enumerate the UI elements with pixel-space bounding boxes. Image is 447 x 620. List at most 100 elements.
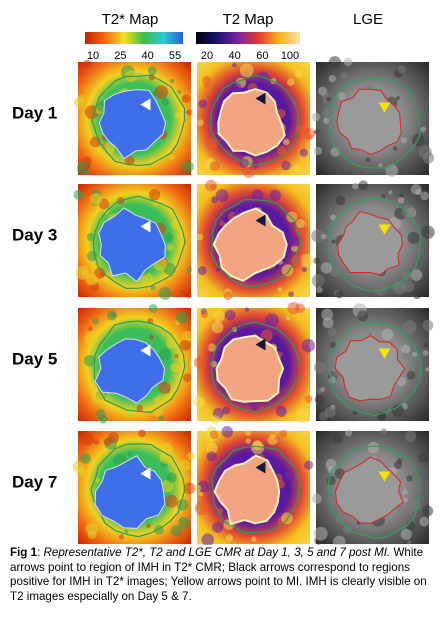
texture xyxy=(406,475,413,482)
texture xyxy=(380,428,387,435)
row-label: Day 1 xyxy=(12,103,57,122)
texture xyxy=(295,218,306,229)
texture xyxy=(205,442,218,455)
texture xyxy=(181,94,191,103)
texture xyxy=(186,451,195,460)
texture xyxy=(194,501,209,516)
texture xyxy=(286,316,291,321)
texture xyxy=(314,361,327,374)
texture xyxy=(206,451,217,462)
texture xyxy=(287,78,295,86)
texture xyxy=(288,291,295,298)
texture xyxy=(209,430,219,440)
texture xyxy=(409,499,422,512)
myocardium-ring xyxy=(210,198,302,288)
arrow xyxy=(378,471,391,482)
texture xyxy=(154,397,160,403)
texture xyxy=(83,354,96,367)
texture xyxy=(164,494,178,508)
texture xyxy=(381,193,386,199)
column-title: T2 Map xyxy=(223,11,274,28)
texture xyxy=(335,514,346,524)
texture xyxy=(422,319,434,331)
texture xyxy=(265,313,279,328)
blood-pool xyxy=(94,338,166,404)
texture xyxy=(211,321,224,334)
texture xyxy=(204,83,210,89)
texture xyxy=(102,142,115,155)
image-panel xyxy=(194,426,314,545)
epicardial-contour xyxy=(328,77,421,169)
texture xyxy=(196,233,204,241)
epicardial-contour xyxy=(328,445,421,539)
blood-pool xyxy=(217,88,286,157)
texture xyxy=(313,146,323,155)
texture xyxy=(203,344,210,350)
texture xyxy=(201,533,215,545)
texture xyxy=(242,199,252,208)
texture xyxy=(159,348,172,361)
texture xyxy=(210,183,217,191)
texture xyxy=(158,286,172,300)
texture xyxy=(311,493,322,504)
arrow xyxy=(140,220,151,233)
texture xyxy=(232,62,237,68)
texture xyxy=(393,460,403,470)
texture xyxy=(410,269,423,282)
texture xyxy=(224,309,236,321)
texture xyxy=(266,434,271,439)
texture xyxy=(215,189,229,202)
texture xyxy=(320,262,332,274)
texture xyxy=(422,505,434,517)
texture xyxy=(401,344,411,354)
texture xyxy=(412,290,422,300)
texture xyxy=(401,280,414,293)
texture xyxy=(279,429,288,438)
texture xyxy=(166,243,174,251)
texture xyxy=(323,117,330,124)
texture xyxy=(138,429,146,438)
texture xyxy=(251,536,257,542)
texture xyxy=(147,66,157,76)
texture xyxy=(98,414,108,424)
texture xyxy=(177,89,182,95)
texture xyxy=(358,180,369,191)
caption-label: Fig 1 xyxy=(10,546,38,559)
texture xyxy=(174,112,182,119)
epicardial-contour xyxy=(328,196,422,292)
texture xyxy=(242,164,256,178)
texture xyxy=(274,435,280,441)
texture xyxy=(221,426,234,438)
texture xyxy=(148,334,154,340)
texture xyxy=(230,82,242,94)
myocardium-ring xyxy=(93,320,186,414)
texture xyxy=(401,204,416,219)
texture xyxy=(352,410,358,416)
column-title: T2* Map xyxy=(102,11,159,28)
texture xyxy=(166,472,177,483)
texture xyxy=(403,320,417,334)
texture xyxy=(294,69,303,78)
texture xyxy=(238,411,243,416)
texture xyxy=(174,353,179,359)
texture xyxy=(421,225,435,240)
texture xyxy=(328,74,336,83)
texture xyxy=(196,119,204,127)
texture xyxy=(182,373,192,383)
texture xyxy=(84,331,99,346)
texture xyxy=(413,486,419,492)
texture xyxy=(205,138,218,151)
texture xyxy=(194,484,202,492)
texture xyxy=(83,163,91,170)
texture xyxy=(260,329,273,342)
texture xyxy=(328,56,342,69)
blood-pool xyxy=(213,454,281,526)
texture xyxy=(250,403,258,412)
texture xyxy=(314,394,325,405)
texture xyxy=(343,57,353,67)
texture xyxy=(154,85,169,99)
texture xyxy=(399,193,404,198)
myocardium-ring xyxy=(90,443,186,538)
colorbar-tick-label: 40 xyxy=(142,50,154,62)
texture xyxy=(245,438,252,444)
